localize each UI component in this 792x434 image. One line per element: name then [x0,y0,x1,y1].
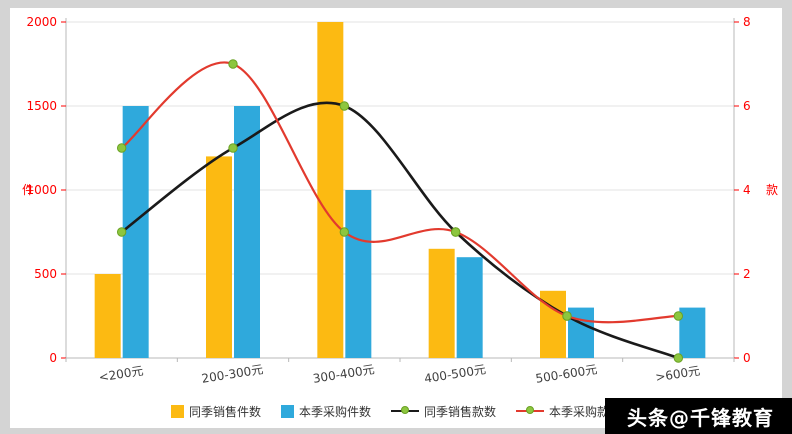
svg-text:1500: 1500 [26,99,57,113]
chart-legend: 同季销售件数 本季采购件数 同季销售款数 本季采购款数 [10,398,782,424]
legend-item-bar2: 本季采购件数 [280,403,371,420]
svg-text:0: 0 [743,351,751,365]
legend-swatch-blue [280,404,294,418]
svg-text:2: 2 [743,267,751,281]
svg-text:>600元: >600元 [654,364,701,385]
legend-label: 本季采购款数 [549,404,622,419]
svg-text:2000: 2000 [26,15,57,29]
legend-item-line1: 同季销售款数 [391,403,496,420]
legend-item-bar1: 同季销售件数 [170,403,261,420]
svg-text:款: 款 [766,183,778,197]
svg-text:6: 6 [743,99,751,113]
legend-marker-red-line [516,406,545,416]
svg-text:件: 件 [22,183,34,197]
chart-panel: 0 500 1000 1500 2000 0 2 4 6 8 件 款 <200元 200-300元 300-… [10,8,782,428]
watermark-text: 头条@千锋教育 [627,405,774,430]
legend-label: 同季销售款数 [424,404,497,419]
svg-text:4: 4 [743,183,751,197]
legend-label: 本季采购件数 [298,404,371,419]
svg-text:500: 500 [34,267,57,281]
legend-item-line2: 本季采购款数 [516,403,621,420]
svg-text:1000: 1000 [26,183,57,197]
legend-label: 同季销售件数 [188,404,261,419]
legend-marker-black-line [391,406,419,416]
svg-text:500-600元: 500-600元 [535,362,599,386]
svg-text:300-400元: 300-400元 [312,362,376,386]
legend-swatch-yellow [170,404,184,418]
svg-text:400-500元: 400-500元 [423,362,487,386]
svg-text:200-300元: 200-300元 [201,362,265,386]
combo-chart: 0 500 1000 1500 2000 0 2 4 6 8 件 款 <200元 200-300元 300-… [22,15,778,386]
svg-text:0: 0 [49,351,57,365]
svg-text:<200元: <200元 [98,364,145,385]
watermark-badge: 头条@千锋教育 [605,398,792,434]
svg-text:8: 8 [743,15,751,29]
